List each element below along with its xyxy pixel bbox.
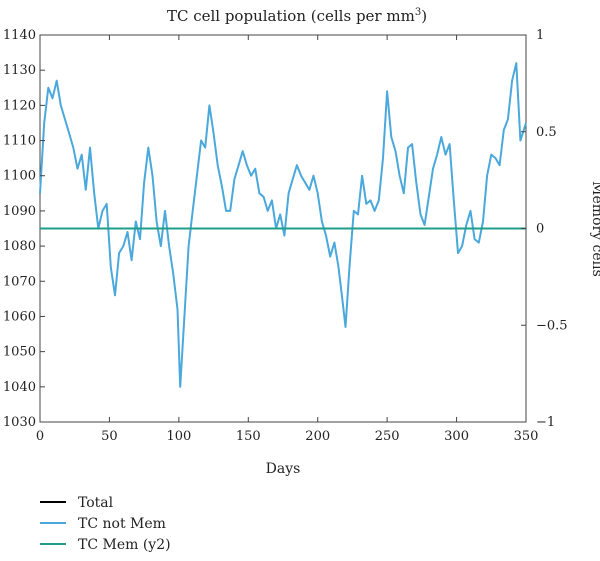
y2-tick-label: −1 bbox=[536, 415, 555, 430]
y-tick-label: 1060 bbox=[3, 309, 36, 324]
x-tick-label: 250 bbox=[375, 429, 400, 444]
legend-label-tc-mem-y2: TC Mem (y2) bbox=[78, 537, 171, 553]
y2-tick-label: 1 bbox=[536, 28, 544, 43]
y-tick-label: 1130 bbox=[3, 63, 36, 78]
y-tick-label: 1030 bbox=[3, 415, 36, 430]
y2-tick-label: 0.5 bbox=[536, 125, 557, 140]
y-tick-label: 1100 bbox=[3, 169, 36, 184]
y-tick-label: 1090 bbox=[3, 204, 36, 219]
y2-tick-label: 0 bbox=[536, 222, 544, 237]
series-line-tc-not-mem bbox=[39, 62, 527, 388]
y-tick-label: 1080 bbox=[3, 239, 36, 254]
x-tick-label: 300 bbox=[444, 429, 469, 444]
x-tick-label: 0 bbox=[36, 429, 44, 444]
chart-title: TC cell population (cells per mm3) bbox=[167, 7, 427, 25]
x-axis-label: Days bbox=[266, 461, 301, 477]
y2-tick-label: −0.5 bbox=[536, 318, 568, 333]
x-tick-label: 150 bbox=[236, 429, 261, 444]
y-tick-label: 1110 bbox=[3, 134, 36, 149]
y-tick-label: 1050 bbox=[3, 345, 36, 360]
legend: Total TC not Mem TC Mem (y2) bbox=[40, 495, 171, 553]
x-tick-label: 350 bbox=[514, 429, 539, 444]
x-tick-label: 100 bbox=[166, 429, 191, 444]
legend-label-total: Total bbox=[78, 495, 114, 511]
y-tick-label: 1070 bbox=[3, 274, 36, 289]
y-tick-label: 1120 bbox=[3, 98, 36, 113]
legend-label-tc-not-mem: TC not Mem bbox=[78, 516, 166, 532]
y2-axis-label: Memory cells bbox=[589, 181, 600, 277]
x-tick-label: 200 bbox=[305, 429, 330, 444]
y-tick-label: 1140 bbox=[3, 28, 36, 43]
y-tick-label: 1040 bbox=[3, 380, 36, 395]
x-tick-label: 50 bbox=[101, 429, 118, 444]
